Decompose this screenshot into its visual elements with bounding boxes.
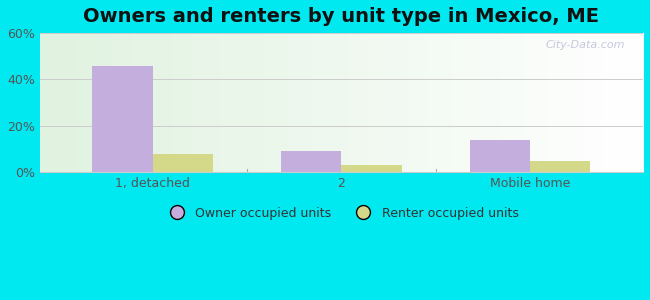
Bar	[153, 154, 213, 172]
Bar	[92, 65, 153, 172]
Title: Owners and renters by unit type in Mexico, ME: Owners and renters by unit type in Mexic…	[83, 7, 599, 26]
Bar	[341, 165, 402, 172]
Bar	[530, 161, 590, 172]
Bar	[281, 152, 341, 172]
Legend: Owner occupied units, Renter occupied units: Owner occupied units, Renter occupied un…	[159, 202, 523, 224]
Text: City-Data.com: City-Data.com	[545, 40, 625, 50]
Bar	[469, 140, 530, 172]
